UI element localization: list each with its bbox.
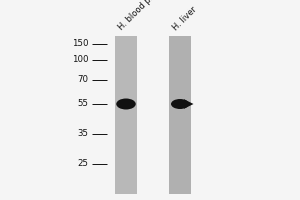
Ellipse shape	[171, 99, 189, 109]
Bar	[169, 36, 191, 194]
Text: 25: 25	[77, 160, 88, 168]
Text: 70: 70	[77, 75, 88, 84]
Polygon shape	[184, 99, 194, 109]
Ellipse shape	[116, 98, 136, 110]
Text: 55: 55	[77, 99, 88, 108]
Text: 35: 35	[77, 130, 88, 139]
Text: 100: 100	[72, 55, 88, 64]
Text: H. liver: H. liver	[171, 4, 198, 32]
Text: H. blood plasma: H. blood plasma	[117, 0, 171, 32]
Bar	[115, 36, 137, 194]
Text: 150: 150	[72, 40, 88, 48]
